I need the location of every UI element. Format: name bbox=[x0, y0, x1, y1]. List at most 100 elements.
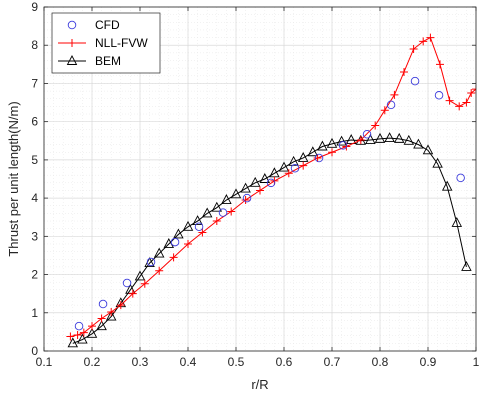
data-point-nll-fvw bbox=[198, 228, 207, 237]
data-point-nll-fvw bbox=[184, 239, 192, 248]
data-point-nll-fvw bbox=[88, 322, 96, 331]
data-point-nll-fvw bbox=[328, 148, 336, 157]
legend-item-bem: BEM bbox=[58, 54, 121, 68]
data-point-bem bbox=[77, 333, 88, 344]
legend-label: BEM bbox=[95, 54, 121, 68]
y-tick-label: 7 bbox=[31, 76, 38, 90]
data-point-cfd bbox=[146, 257, 156, 267]
y-tick-label: 1 bbox=[31, 306, 38, 320]
data-point-bem bbox=[451, 216, 463, 227]
x-tick-label: 0.7 bbox=[324, 355, 341, 369]
data-point-bem bbox=[211, 201, 223, 212]
data-point-cfd bbox=[362, 130, 372, 139]
data-point-nll-fvw bbox=[380, 106, 389, 115]
series-nll-fvw bbox=[66, 33, 476, 341]
y-axis-label: Thrust per unit length(N/m) bbox=[6, 101, 21, 256]
data-point-bem bbox=[192, 215, 203, 225]
x-tick-label: 0.3 bbox=[132, 355, 149, 369]
legend-label: NLL-FVW bbox=[95, 36, 148, 50]
x-tick-label: 0.4 bbox=[180, 355, 197, 369]
data-point-nll-fvw bbox=[462, 98, 471, 107]
legend: CFD NLL-FVW BEM bbox=[51, 12, 161, 74]
tick-marks bbox=[43, 6, 477, 352]
x-tick-label: 0.9 bbox=[420, 355, 437, 369]
plot-frame bbox=[43, 6, 477, 352]
data-point-nll-fvw bbox=[212, 217, 221, 226]
data-point-nll-fvw bbox=[128, 289, 137, 298]
data-point-nll-fvw bbox=[436, 60, 444, 69]
series-bem bbox=[67, 132, 472, 348]
data-point-bem bbox=[269, 167, 280, 178]
data-point-bem bbox=[307, 146, 319, 157]
data-point-bem bbox=[230, 188, 242, 199]
data-point-bem bbox=[441, 180, 453, 191]
y-tick-label: 0 bbox=[31, 344, 38, 358]
data-point-nll-fvw bbox=[409, 45, 418, 54]
y-tick-label: 9 bbox=[31, 0, 38, 14]
data-point-bem bbox=[422, 144, 434, 155]
data-point-cfd bbox=[98, 299, 108, 309]
data-point-cfd bbox=[314, 153, 324, 163]
y-tick-label: 5 bbox=[31, 153, 38, 167]
data-point-nll-fvw bbox=[472, 85, 476, 94]
data-point-cfd bbox=[410, 76, 420, 86]
y-tick-label: 6 bbox=[31, 115, 38, 129]
x-tick-labels: 0.1 0.2 0.3 0.4 0.5 0.6 0.7 0.8 0.9 1 bbox=[36, 355, 479, 369]
legend-item-cfd: CFD bbox=[67, 18, 120, 32]
data-point-bem bbox=[105, 310, 117, 321]
data-point-bem bbox=[201, 207, 213, 218]
data-point-nll-fvw bbox=[400, 67, 408, 76]
data-point-nll-fvw bbox=[97, 314, 106, 323]
x-axis-label: r/R bbox=[251, 377, 268, 392]
data-point-cfd bbox=[170, 237, 180, 247]
legend-label: CFD bbox=[95, 18, 120, 32]
data-point-nll-fvw bbox=[66, 332, 75, 341]
data-point-cfd bbox=[122, 278, 132, 288]
data-point-nll-fvw bbox=[419, 37, 428, 46]
data-point-nll-fvw bbox=[455, 102, 464, 111]
data-point-bem bbox=[86, 327, 98, 338]
data-point-bem bbox=[374, 132, 386, 143]
data-point-bem bbox=[278, 161, 290, 172]
data-point-cfd bbox=[194, 222, 204, 232]
data-point-nll-fvw bbox=[169, 253, 178, 262]
data-point-cfd bbox=[434, 91, 444, 100]
data-point-nll-fvw bbox=[371, 121, 380, 130]
data-point-bem bbox=[96, 320, 107, 331]
data-point-bem bbox=[326, 137, 338, 148]
x-tick-label: 0.8 bbox=[372, 355, 389, 369]
data-point-cfd bbox=[456, 173, 465, 183]
x-tick-label: 1 bbox=[473, 355, 479, 369]
data-point-bem bbox=[173, 228, 184, 239]
data-point-bem bbox=[240, 182, 251, 193]
data-point-cfd bbox=[338, 141, 348, 150]
y-tick-labels: 0 1 2 3 4 5 6 7 8 9 bbox=[31, 0, 38, 358]
data-point-bem bbox=[288, 155, 299, 166]
data-point-nll-fvw bbox=[467, 89, 476, 97]
data-point-cfd bbox=[74, 321, 84, 331]
data-point-bem bbox=[432, 157, 443, 168]
series-cfd bbox=[74, 76, 465, 331]
data-point-bem bbox=[413, 138, 424, 149]
data-point-nll-fvw bbox=[390, 90, 399, 99]
data-point-nll-fvw bbox=[284, 169, 293, 178]
data-point-bem bbox=[297, 152, 309, 162]
legend-item-nll-fvw: NLL-FVW bbox=[58, 36, 148, 50]
data-point-bem bbox=[182, 220, 194, 231]
x-tick-label: 0.1 bbox=[36, 355, 53, 369]
y-tick-label: 3 bbox=[31, 229, 38, 243]
data-point-bem bbox=[249, 176, 261, 187]
data-point-bem bbox=[403, 134, 415, 145]
y-tick-label: 8 bbox=[31, 38, 38, 52]
data-point-cfd bbox=[266, 178, 276, 188]
x-tick-label: 0.2 bbox=[84, 355, 101, 369]
series-layer bbox=[66, 33, 476, 348]
y-tick-label: 2 bbox=[31, 268, 38, 282]
data-point-cfd bbox=[218, 208, 228, 217]
data-point-cfd bbox=[290, 164, 300, 173]
data-point-nll-fvw bbox=[227, 207, 236, 216]
data-point-nll-fvw bbox=[155, 266, 164, 275]
data-point-nll-fvw bbox=[445, 96, 454, 105]
data-point-nll-fvw bbox=[73, 330, 82, 339]
